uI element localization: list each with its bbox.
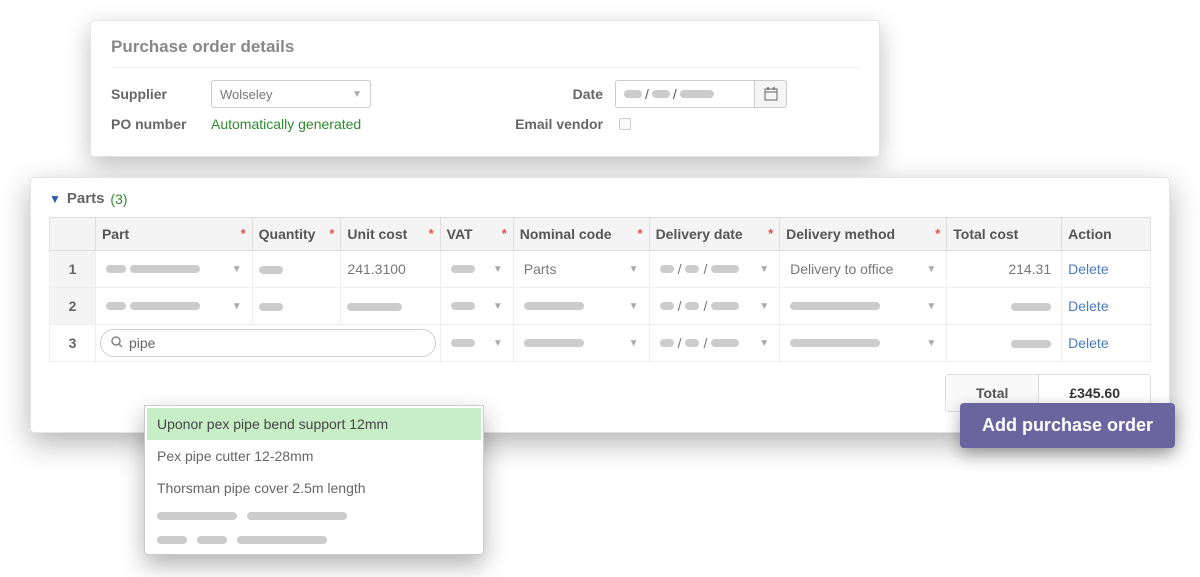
col-nominal: Nominal code* xyxy=(513,218,649,251)
part-cell[interactable]: ▼ xyxy=(95,288,252,325)
search-value: pipe xyxy=(129,335,155,351)
email-vendor-checkbox[interactable] xyxy=(619,118,631,130)
part-cell[interactable]: ▼ xyxy=(95,251,252,288)
table-row: 2 ▼ ▼ ▼ //▼ ▼ Delete xyxy=(50,288,1151,325)
col-delivery-date: Delivery date* xyxy=(649,218,780,251)
parts-table: Part* Quantity* Unit cost* VAT* Nominal … xyxy=(49,217,1151,362)
delivery-date-cell[interactable]: //▼ xyxy=(649,288,780,325)
row-index: 3 xyxy=(50,325,96,362)
calendar-icon[interactable] xyxy=(755,80,787,108)
chevron-down-icon: ▼ xyxy=(49,192,61,206)
po-number-label: PO number xyxy=(111,116,211,132)
unit-cost-cell[interactable] xyxy=(341,288,440,325)
col-action: Action xyxy=(1062,218,1151,251)
col-idx xyxy=(50,218,96,251)
action-cell: Delete xyxy=(1062,325,1151,362)
delete-link[interactable]: Delete xyxy=(1068,298,1108,314)
po-number-value: Automatically generated xyxy=(211,116,361,132)
vat-cell[interactable]: ▼ xyxy=(440,325,513,362)
dropdown-item[interactable] xyxy=(147,504,481,528)
delete-link[interactable]: Delete xyxy=(1068,335,1108,351)
delivery-method-cell[interactable]: ▼ xyxy=(780,288,947,325)
nominal-cell[interactable]: ▼ xyxy=(513,325,649,362)
part-search-cell: pipe xyxy=(95,325,440,362)
date-label: Date xyxy=(485,86,615,102)
delivery-method-cell[interactable]: ▼ xyxy=(780,325,947,362)
parts-count: (3) xyxy=(110,191,127,207)
col-vat: VAT* xyxy=(440,218,513,251)
add-purchase-order-button[interactable]: Add purchase order xyxy=(960,403,1175,448)
supplier-value: Wolseley xyxy=(220,87,273,102)
parts-title: Parts xyxy=(67,190,105,207)
supplier-label: Supplier xyxy=(111,86,211,102)
part-search-input[interactable]: pipe xyxy=(100,329,436,357)
delete-link[interactable]: Delete xyxy=(1068,261,1108,277)
total-cost-cell xyxy=(947,325,1062,362)
action-cell: Delete xyxy=(1062,251,1151,288)
qty-cell[interactable] xyxy=(252,288,341,325)
delivery-date-cell[interactable]: //▼ xyxy=(649,251,780,288)
supplier-select[interactable]: Wolseley ▼ xyxy=(211,80,371,108)
qty-cell[interactable] xyxy=(252,251,341,288)
po-details-title: Purchase order details xyxy=(111,37,859,68)
nominal-cell[interactable]: Parts▼ xyxy=(513,251,649,288)
part-search-dropdown: Uponor pex pipe bend support 12mm Pex pi… xyxy=(144,405,484,555)
dropdown-item[interactable]: Pex pipe cutter 12-28mm xyxy=(147,440,481,472)
date-input[interactable]: // xyxy=(615,80,755,108)
nominal-cell[interactable]: ▼ xyxy=(513,288,649,325)
chevron-down-icon: ▼ xyxy=(352,89,362,100)
unit-cost-cell[interactable]: 241.3100 xyxy=(341,251,440,288)
col-unit: Unit cost* xyxy=(341,218,440,251)
search-icon xyxy=(111,336,123,351)
total-cost-cell xyxy=(947,288,1062,325)
email-vendor-label: Email vendor xyxy=(485,116,615,132)
col-total: Total cost xyxy=(947,218,1062,251)
row-index: 2 xyxy=(50,288,96,325)
delivery-method-cell[interactable]: Delivery to office▼ xyxy=(780,251,947,288)
action-cell: Delete xyxy=(1062,288,1151,325)
po-details-card: Purchase order details Supplier Wolseley… xyxy=(90,20,880,157)
row-index: 1 xyxy=(50,251,96,288)
dropdown-item[interactable]: Uponor pex pipe bend support 12mm xyxy=(147,408,481,440)
parts-card: ▼ Parts (3) Part* Quantity* Unit cost* V… xyxy=(30,177,1170,433)
table-row: 1 ▼ 241.3100 ▼ Parts▼ //▼ Delivery to of… xyxy=(50,251,1151,288)
dropdown-item[interactable] xyxy=(147,528,481,552)
col-qty: Quantity* xyxy=(252,218,341,251)
delivery-date-cell[interactable]: //▼ xyxy=(649,325,780,362)
col-delivery-method: Delivery method* xyxy=(780,218,947,251)
total-cost-cell: 214.31 xyxy=(947,251,1062,288)
parts-header[interactable]: ▼ Parts (3) xyxy=(49,190,1151,207)
dropdown-item[interactable]: Thorsman pipe cover 2.5m length xyxy=(147,472,481,504)
table-row: 3 pipe ▼ ▼ //▼ ▼ Delete xyxy=(50,325,1151,362)
vat-cell[interactable]: ▼ xyxy=(440,251,513,288)
col-part: Part* xyxy=(95,218,252,251)
vat-cell[interactable]: ▼ xyxy=(440,288,513,325)
